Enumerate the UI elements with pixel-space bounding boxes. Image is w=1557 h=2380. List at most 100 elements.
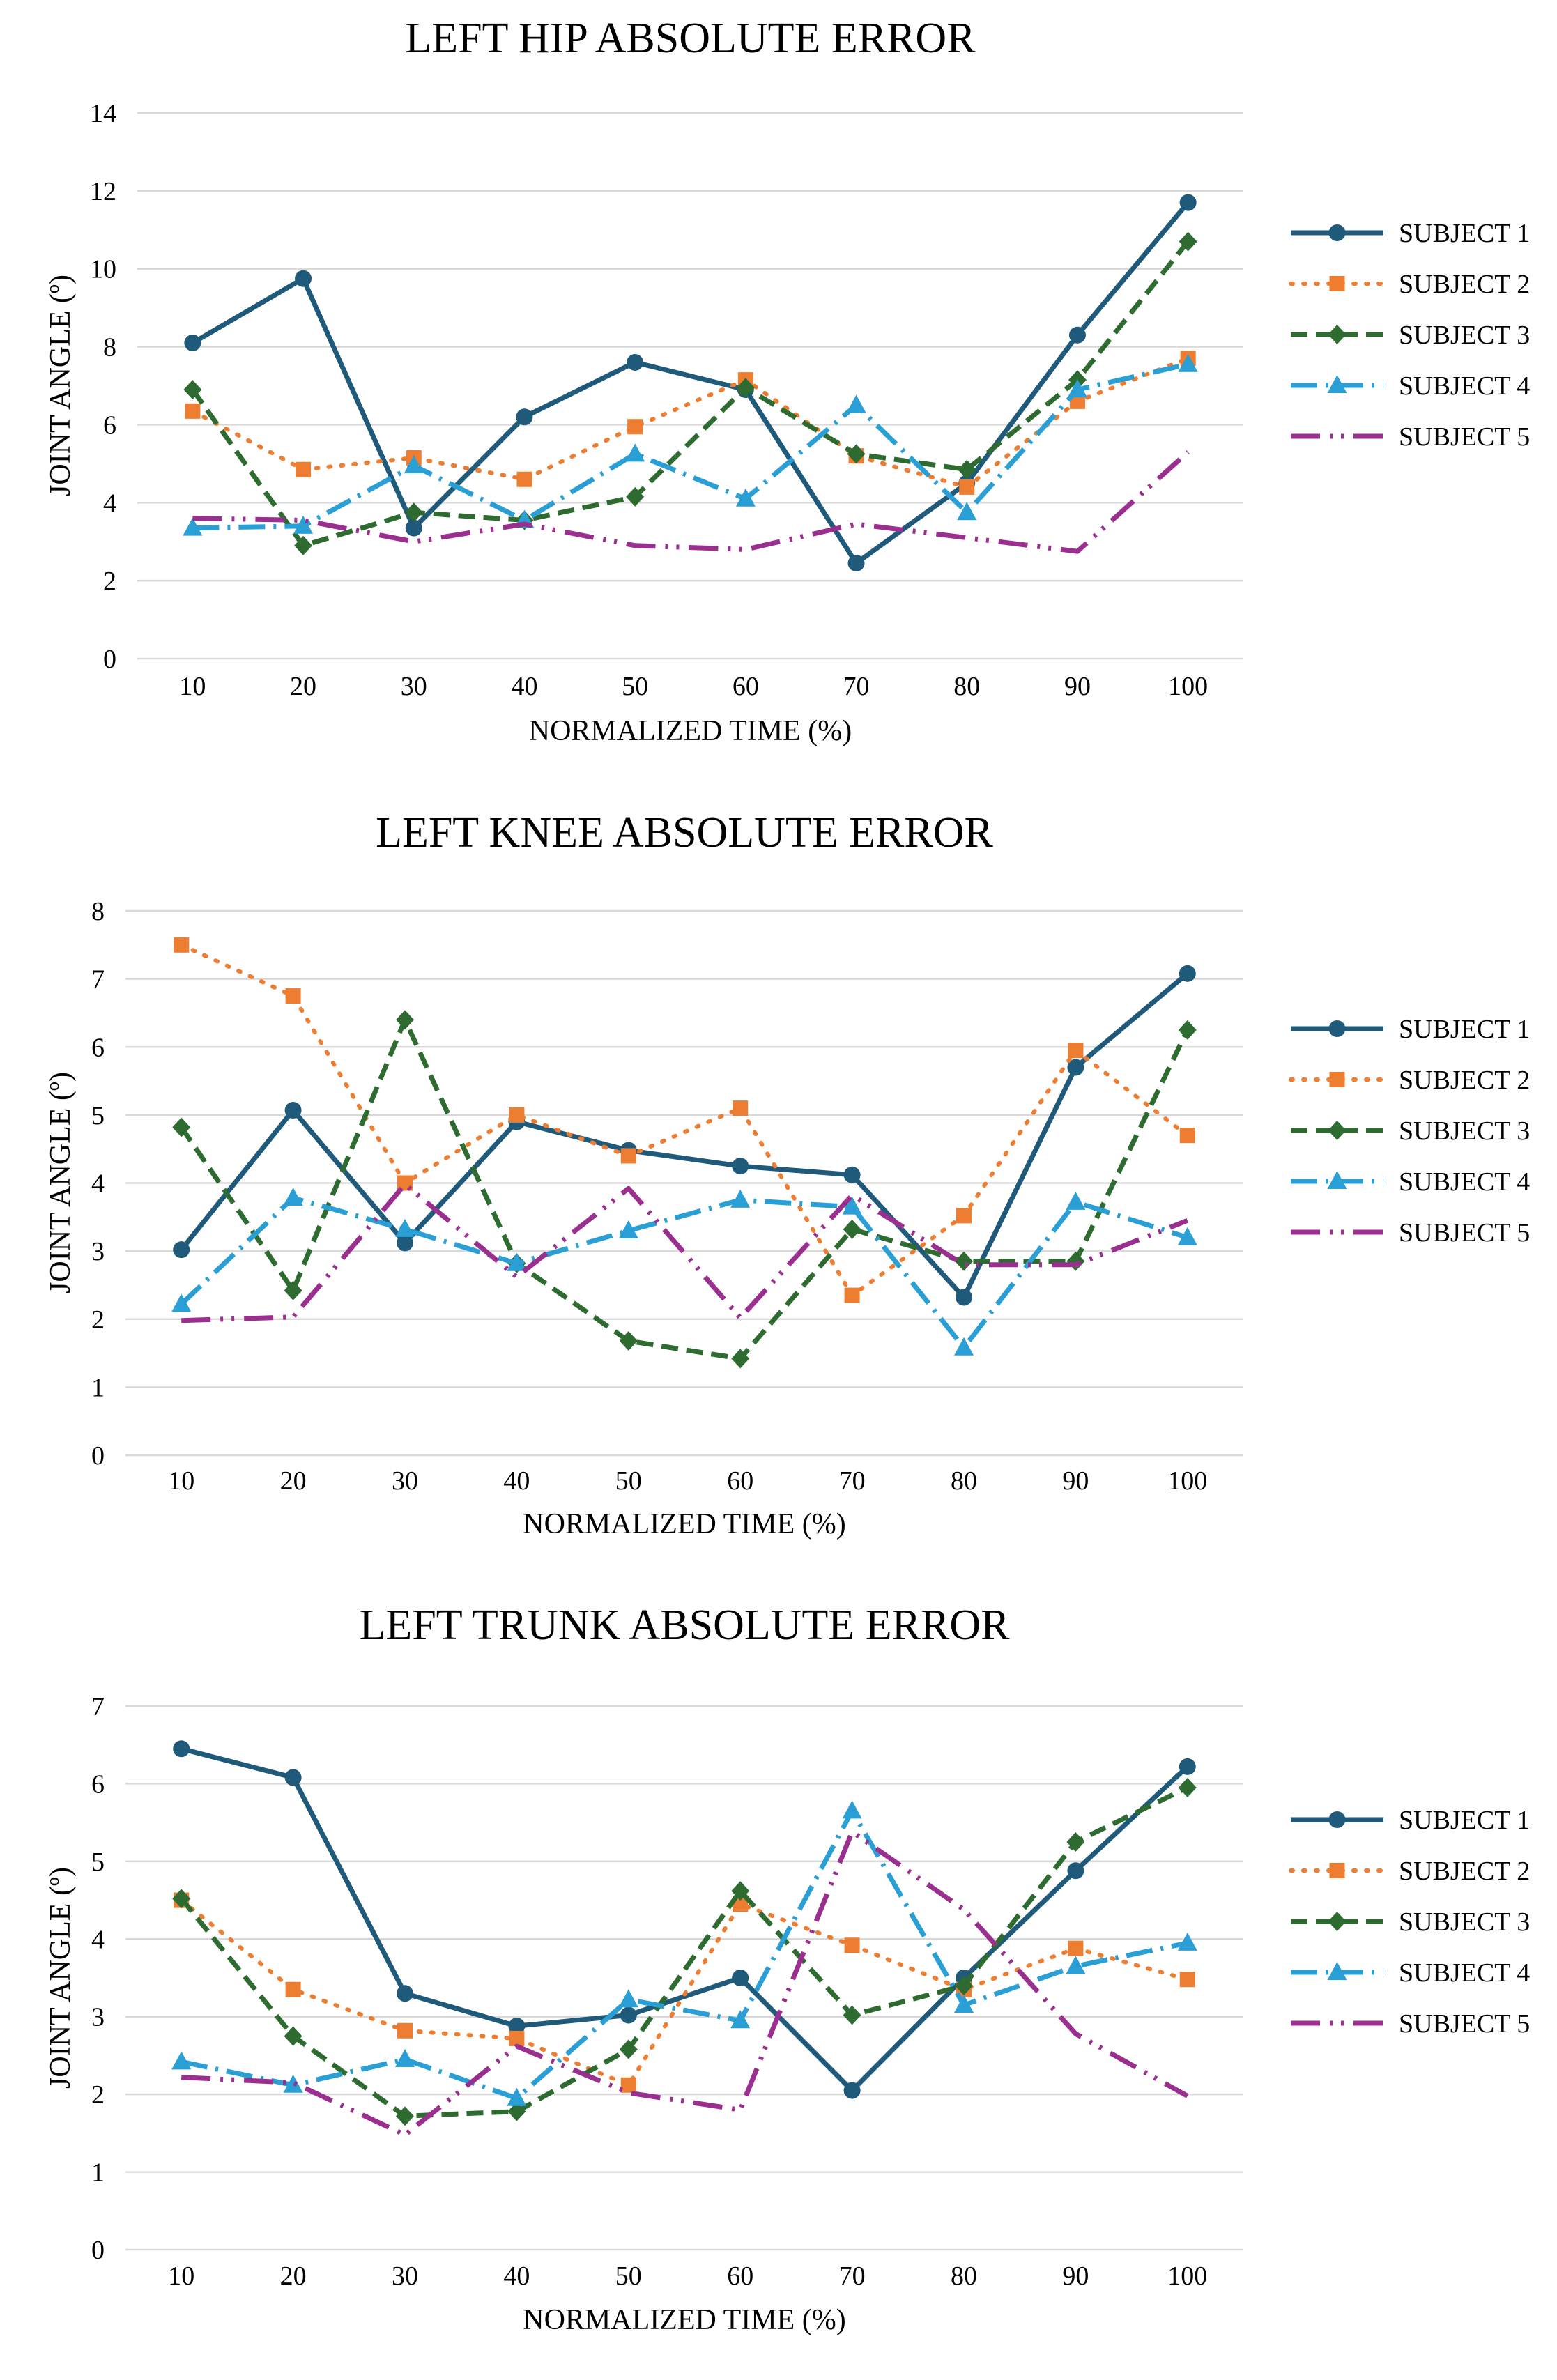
data-point — [396, 2106, 414, 2126]
series-5 — [181, 1182, 1189, 1323]
x-tick-label: 100 — [1168, 672, 1208, 701]
data-point — [842, 1196, 862, 1215]
x-tick-label: 100 — [1167, 2262, 1207, 2291]
legend-label: SUBJECT 5 — [1399, 422, 1530, 452]
series-1 — [173, 1740, 1196, 2099]
data-point — [184, 334, 201, 351]
x-tick-label: 50 — [615, 2262, 642, 2291]
series-line — [192, 362, 1189, 531]
legend-label: SUBJECT 2 — [1399, 270, 1530, 299]
legend-label: SUBJECT 3 — [1399, 1907, 1530, 1937]
chart-1: LEFT HIP ABSOLUTE ERROR 0 2 4 6 8 10 12 14 10 20 30… — [45, 15, 1530, 747]
data-point — [620, 1148, 636, 1164]
x-tick-label: 20 — [280, 1466, 307, 1496]
data-point — [730, 1189, 751, 1208]
legend-item: SUBJECT 5 — [1291, 422, 1530, 452]
x-tick-label: 70 — [839, 1466, 866, 1496]
data-point — [1067, 379, 1087, 398]
data-point — [1066, 1956, 1086, 1974]
data-point — [1179, 194, 1197, 211]
x-tick-label: 60 — [727, 2262, 753, 2291]
data-point — [1179, 965, 1196, 982]
y-tick-label: 4 — [103, 489, 116, 518]
data-point — [174, 937, 190, 953]
legend-item: SUBJECT 3 — [1291, 1907, 1530, 1937]
y-axis-title: JOINT ANGLE (º) — [45, 1867, 77, 2089]
data-point — [1178, 353, 1198, 372]
chart-title: LEFT TRUNK ABSOLUTE ERROR — [360, 1602, 1011, 1649]
data-point — [618, 1220, 638, 1238]
data-point — [843, 1166, 861, 1183]
series-line — [191, 201, 1190, 566]
data-point — [1066, 1251, 1085, 1271]
legend-label: SUBJECT 1 — [1399, 219, 1530, 248]
legend: SUBJECT 1 SUBJECT 2 SUBJECT 3 SUBJECT 4 SUBJ… — [1289, 219, 1530, 452]
legend-label: SUBJECT 3 — [1399, 1116, 1530, 1146]
series-4 — [183, 353, 1198, 536]
series-line — [179, 1195, 1188, 1351]
series-2 — [185, 351, 1196, 495]
data-point — [294, 535, 313, 555]
chart-title: LEFT KNEE ABSOLUTE ERROR — [376, 809, 993, 857]
data-point — [1066, 1832, 1085, 1852]
data-point — [955, 1976, 973, 1996]
y-tick-label: 5 — [91, 1101, 105, 1130]
data-point — [293, 515, 314, 534]
legend-marker — [1327, 1962, 1347, 1980]
x-tick-label: 10 — [179, 672, 206, 701]
series-2 — [174, 937, 1195, 1303]
y-tick-label: 14 — [90, 99, 116, 128]
data-point — [171, 1293, 192, 1312]
x-tick-label: 40 — [511, 672, 537, 701]
legend-marker — [1329, 1863, 1345, 1878]
data-point — [735, 488, 756, 507]
data-point — [626, 486, 645, 507]
y-tick-label: 2 — [91, 2080, 105, 2110]
data-point — [847, 444, 866, 464]
data-point — [627, 353, 644, 371]
series-line — [181, 1829, 1189, 2137]
y-tick-label: 3 — [91, 1237, 105, 1266]
data-point — [732, 1970, 749, 1986]
data-point — [1177, 1227, 1197, 1245]
legend-marker — [1328, 1121, 1347, 1140]
x-tick-label: 90 — [1062, 2262, 1089, 2291]
series-3 — [172, 1778, 1197, 2126]
x-tick-label: 70 — [843, 672, 870, 701]
y-axis-title: JOINT ANGLE (º) — [45, 275, 77, 496]
series-4 — [171, 1187, 1197, 1356]
x-tick-label: 20 — [290, 672, 316, 701]
y-tick-label: 1 — [91, 2158, 105, 2188]
data-point — [507, 1252, 527, 1271]
data-point — [284, 1102, 302, 1119]
legend-label: SUBJECT 4 — [1399, 1167, 1530, 1197]
x-tick-label: 90 — [1062, 1466, 1089, 1496]
x-tick-label: 10 — [168, 2262, 194, 2291]
legend-marker — [1328, 1912, 1347, 1931]
legend: SUBJECT 1 SUBJECT 2 SUBJECT 3 SUBJECT 4 SUBJ… — [1289, 1806, 1530, 2039]
series-line — [179, 1785, 1189, 2119]
legend-marker — [1328, 1811, 1346, 1828]
data-point — [620, 2077, 636, 2093]
data-point — [957, 502, 977, 521]
series-2 — [174, 1892, 1195, 2093]
series-line — [181, 1182, 1189, 1323]
data-point — [516, 471, 532, 487]
data-point — [1067, 1862, 1084, 1880]
data-point — [397, 2022, 413, 2039]
y-tick-label: 8 — [103, 333, 116, 362]
data-point — [956, 1208, 972, 1224]
y-tick-label: 8 — [91, 897, 105, 926]
data-point — [284, 2026, 302, 2046]
data-point — [627, 419, 643, 435]
data-point — [847, 554, 865, 571]
data-point — [731, 1881, 750, 1901]
legend-label: SUBJECT 2 — [1399, 1066, 1530, 1095]
data-point — [171, 2051, 192, 2070]
x-axis-title: NORMALIZED TIME (%) — [529, 715, 852, 747]
data-point — [1177, 1932, 1197, 1951]
data-point — [1178, 1020, 1197, 1040]
series-3 — [172, 1010, 1197, 1369]
data-point — [620, 2006, 637, 2024]
